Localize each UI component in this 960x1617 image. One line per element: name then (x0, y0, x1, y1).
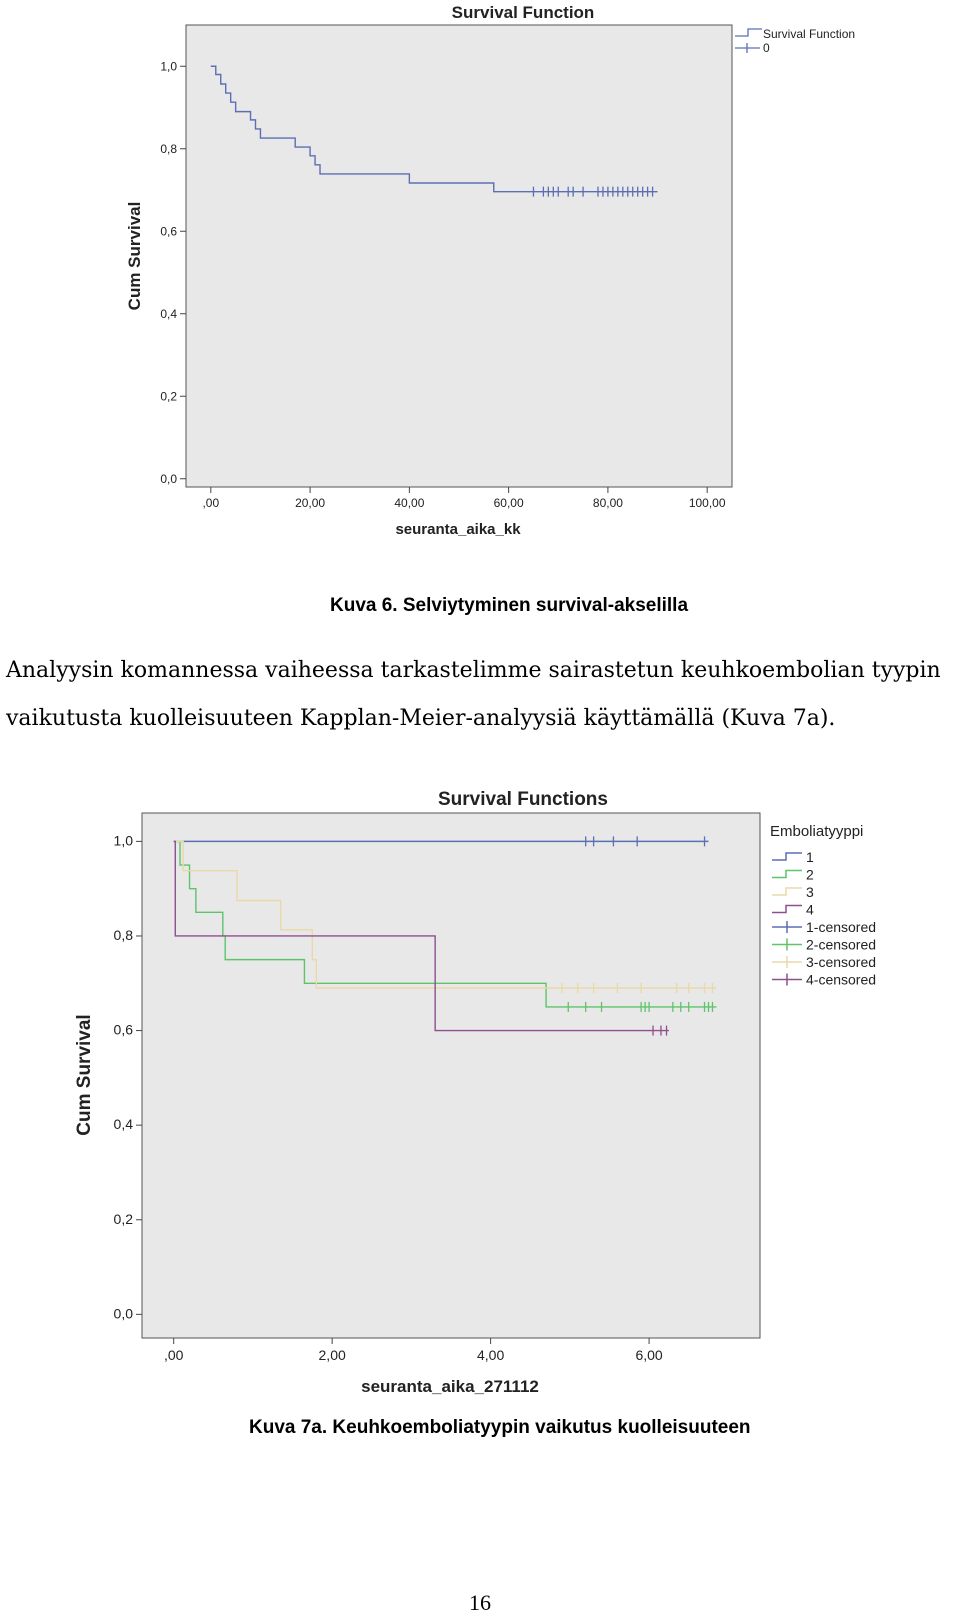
series-line-3 (173, 840, 717, 989)
y-tick-label: 0,0 (114, 1305, 134, 1321)
chart1-legend-censor-icon (735, 43, 760, 53)
x-tick-label: 20,00 (295, 496, 325, 510)
legend-step-icon (772, 852, 802, 861)
x-tick-label: 100,00 (689, 496, 726, 510)
legend-item-label: 4 (806, 902, 814, 918)
chart1-legend: Survival Function 0 (735, 27, 855, 55)
chart1-title: Survival Function (452, 3, 595, 22)
chart1-x-axis-label: seuranta_aika_kk (395, 521, 521, 538)
y-tick-label: 0,4 (114, 1116, 134, 1132)
series-line-survival-function (210, 65, 658, 193)
chart1-legend-item: 0 (763, 41, 770, 55)
legend-censor-icon (772, 956, 802, 968)
legend-item-label: 2 (806, 867, 814, 883)
survival-functions-chart: Survival Functions 0,0 0,2 0,4 0,6 0,8 1,0 ,0… (74, 789, 876, 1396)
legend-item-label: 3 (806, 884, 814, 900)
legend-item-label: 4-censored (806, 972, 876, 988)
x-tick-label: ,00 (164, 1347, 184, 1363)
x-tick-label: 80,00 (593, 496, 623, 510)
chart1-y-axis-label: Cum Survival (125, 202, 144, 311)
page-number: 16 (469, 1590, 491, 1615)
legend-item-label: 1-censored (806, 919, 876, 935)
x-tick-label: ,00 (202, 496, 219, 510)
chart2-plot-area (141, 812, 761, 1339)
x-tick-label: 40,00 (394, 496, 424, 510)
series-line-4 (173, 840, 669, 1032)
chart2-legend-title: Emboliatyyppi (770, 823, 863, 840)
legend-item-label: 1 (806, 849, 814, 865)
y-tick-label: 1,0 (114, 832, 134, 848)
y-tick-label: 0,0 (160, 472, 177, 486)
x-tick-label: 6,00 (635, 1347, 662, 1363)
chart2-title: Survival Functions (438, 789, 608, 810)
y-tick-label: 0,8 (160, 142, 177, 156)
y-tick-label: 1,0 (160, 59, 177, 73)
survival-function-chart: Survival Function 0,0 0,2 0,4 0,6 0,8 1,0 ,00… (125, 3, 855, 538)
chart2-x-axis-label: seuranta_aika_271112 (361, 1377, 539, 1396)
y-tick-label: 0,6 (160, 224, 177, 238)
chart2-y-axis-label: Cum Survival (74, 1014, 95, 1135)
chart1-legend-step-icon (735, 28, 762, 37)
y-tick-label: 0,2 (160, 389, 177, 403)
chart1-plot-area (185, 24, 733, 488)
legend-step-icon (772, 887, 802, 896)
x-tick-label: 4,00 (477, 1347, 504, 1363)
legend-censor-icon (772, 973, 802, 986)
y-tick-label: 0,8 (114, 927, 134, 943)
legend-item-label: 3-censored (806, 954, 876, 970)
legend-censor-icon (772, 938, 802, 951)
figure-caption-2: Kuva 7a. Keuhkoemboliatyypin vaikutus ku… (249, 1417, 751, 1438)
y-tick-label: 0,4 (160, 307, 177, 321)
x-tick-label: 2,00 (319, 1347, 346, 1363)
chart1-legend-item: Survival Function (763, 27, 855, 41)
y-tick-label: 0,2 (114, 1211, 134, 1227)
legend-censor-icon (772, 921, 802, 933)
paragraph-line-2: vaikutusta kuolleisuuteen Kapplan-Meier-… (6, 706, 836, 731)
legend-step-icon (772, 904, 802, 914)
figure-caption-1: Kuva 6. Selviytyminen survival-akselilla (330, 595, 689, 616)
series-line-2 (173, 840, 717, 1008)
paragraph-line-1: Analyysin komannessa vaiheessa tarkastel… (6, 658, 941, 683)
x-tick-label: 60,00 (494, 496, 524, 510)
legend-item-label: 2-censored (806, 937, 876, 953)
legend-step-icon (772, 869, 802, 879)
y-tick-label: 0,6 (114, 1022, 134, 1038)
